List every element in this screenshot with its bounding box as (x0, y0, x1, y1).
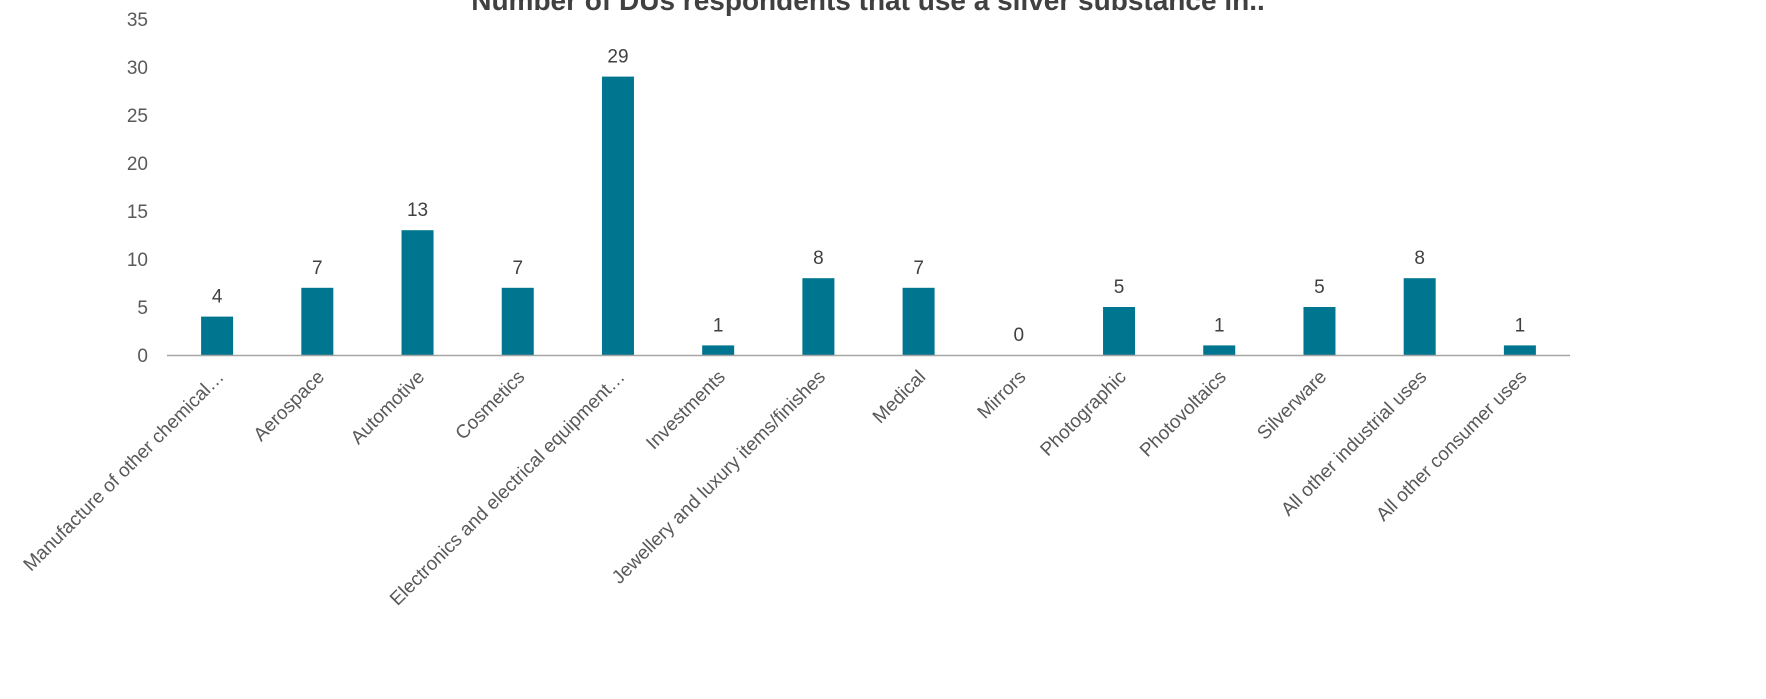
bar-value-label: 7 (913, 258, 924, 279)
category-labels-group: Manufacture of other chemical… Aerospace A… (20, 367, 1532, 610)
bar (802, 278, 835, 355)
bar (902, 287, 935, 355)
bar-value-label: 29 (607, 47, 628, 68)
bar-value-label: 1 (1214, 315, 1225, 336)
bar-value-label: 4 (212, 287, 223, 308)
bar-value-label: 7 (512, 258, 523, 279)
chart-title: Number of DUs respondents that use a sil… (471, 0, 1265, 16)
bar-value-label: 8 (1414, 248, 1425, 269)
bar-value-label: 1 (1515, 315, 1526, 336)
y-axis-ticks: 0 5 10 15 20 25 30 35 (127, 10, 148, 367)
category-label: Investments (642, 367, 729, 454)
category-label: Cosmetics (452, 367, 530, 445)
bar (501, 287, 534, 355)
y-tick-label: 15 (127, 202, 148, 223)
bar (1103, 307, 1136, 355)
category-label: Aerospace (250, 367, 329, 446)
y-tick-label: 5 (137, 298, 148, 319)
bar-value-label: 1 (713, 315, 724, 336)
bar (1403, 278, 1436, 355)
bar-value-label: 5 (1114, 277, 1125, 298)
category-label: Silverware (1253, 367, 1331, 445)
bar (401, 230, 434, 355)
y-tick-label: 0 (137, 346, 148, 367)
bars-group (201, 76, 1536, 355)
bar (601, 76, 634, 355)
y-tick-label: 35 (127, 10, 148, 31)
bar (201, 316, 234, 355)
bar-value-label: 8 (813, 248, 824, 269)
y-tick-label: 20 (127, 154, 148, 175)
category-label: Automotive (347, 367, 429, 449)
bar (1503, 345, 1536, 355)
bar (1203, 345, 1236, 355)
category-label: Jewellery and luxury items/finishes (608, 367, 830, 589)
category-label: Photographic (1037, 367, 1131, 461)
category-label: Mirrors (974, 367, 1031, 424)
bar-value-label: 0 (1014, 325, 1025, 346)
y-tick-label: 30 (127, 58, 148, 79)
category-label: Photovoltaics (1136, 367, 1231, 462)
category-label: Manufacture of other chemical… (20, 367, 229, 576)
bar (1303, 307, 1336, 355)
bar-value-label: 7 (312, 258, 323, 279)
y-tick-label: 25 (127, 106, 148, 127)
category-label: Electronics and electrical equipment… (386, 367, 629, 610)
bar (301, 287, 334, 355)
bar (702, 345, 735, 355)
bar-value-label: 5 (1314, 277, 1325, 298)
category-label: Medical (869, 367, 930, 428)
y-tick-label: 10 (127, 250, 148, 271)
bar-value-label: 13 (407, 200, 428, 221)
